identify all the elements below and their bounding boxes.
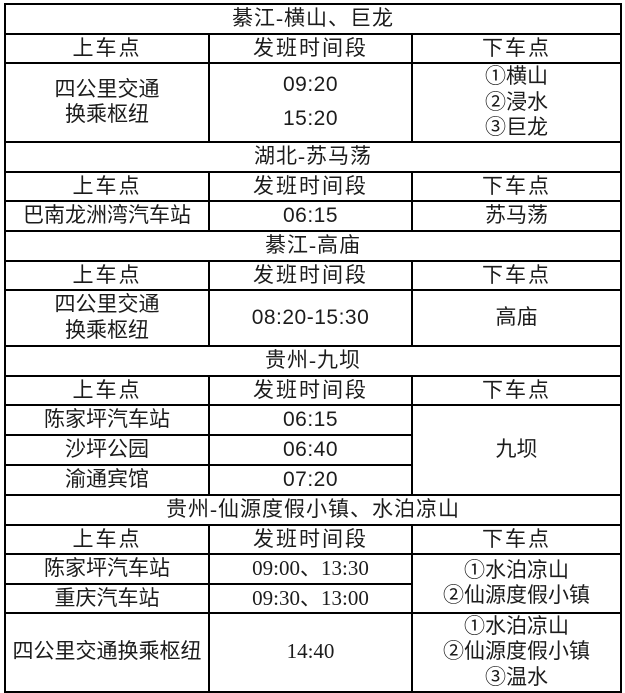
dropoff-cell: 高庙	[410, 288, 623, 347]
header-pickup: 上车点	[4, 33, 210, 64]
time-cell: 07:20	[208, 463, 413, 496]
pickup-cell: 重庆汽车站	[4, 582, 210, 614]
bus-schedule-table: 綦江-横山、巨龙 上车点 发班时间段 下车点 四公里交通 换乘枢纽 09:20 …	[3, 3, 623, 693]
header-time: 发班时间段	[208, 523, 413, 555]
header-dropoff: 下车点	[410, 523, 623, 555]
section-title: 贵州-九坝	[3, 344, 623, 377]
table-row: 四公里交通换乘枢纽 14:40 ①水泊凉山 ②仙源度假小镇 ③温水	[4, 611, 623, 693]
table-row: 巴南龙洲湾汽车站 06:15 苏马荡	[4, 199, 623, 232]
pickup-cell: 沙坪公园	[4, 433, 210, 466]
dropoff-cell-merged: ①水泊凉山 ②仙源度假小镇	[410, 552, 623, 614]
time-cell: 06:15	[208, 199, 413, 232]
dropoff-cell: 苏马荡	[410, 199, 623, 232]
section-title: 綦江-高庙	[3, 229, 623, 262]
header-time: 发班时间段	[208, 374, 413, 406]
header-pickup: 上车点	[4, 170, 210, 202]
time-cell: 09:30、13:00	[208, 582, 413, 614]
time-cell: 06:40	[208, 433, 413, 466]
pickup-cell: 四公里交通 换乘枢纽	[4, 288, 210, 347]
time-cell: 08:20-15:30	[208, 288, 413, 347]
header-time: 发班时间段	[208, 259, 413, 291]
time-cell: 14:40	[208, 611, 413, 693]
dropoff-cell-merged: 九坝	[410, 403, 623, 496]
header-dropoff: 下车点	[410, 33, 623, 64]
time-cell: 06:15	[208, 403, 413, 436]
dropoff-cell: ①横山 ②浸水 ③巨龙	[410, 62, 623, 143]
time-cell: 09:00、13:30	[208, 552, 413, 585]
header-pickup: 上车点	[4, 259, 210, 291]
table-row: 陈家坪汽车站 09:00、13:30 ①水泊凉山 ②仙源度假小镇	[4, 552, 623, 614]
section-title: 綦江-横山、巨龙	[3, 3, 623, 35]
table-row: 沙坪公园 06:40	[4, 433, 621, 466]
dropoff-cell: ①水泊凉山 ②仙源度假小镇 ③温水	[410, 611, 623, 693]
table-row: 四公里交通 换乘枢纽 08:20-15:30 高庙	[4, 288, 623, 347]
header-pickup: 上车点	[4, 523, 210, 555]
table-row: 重庆汽车站 09:30、13:00	[4, 582, 621, 614]
pickup-cell: 巴南龙洲湾汽车站	[4, 199, 210, 232]
pickup-cell: 四公里交通 换乘枢纽	[4, 62, 210, 143]
table-row: 陈家坪汽车站 06:15 九坝	[4, 403, 623, 496]
pickup-cell: 渝通宾馆	[4, 463, 210, 496]
header-dropoff: 下车点	[410, 259, 623, 291]
header-dropoff: 下车点	[410, 374, 623, 406]
table-row: 渝通宾馆 07:20	[4, 463, 621, 496]
schedule-sheet: 綦江-横山、巨龙 上车点 发班时间段 下车点 四公里交通 换乘枢纽 09:20 …	[3, 3, 623, 693]
header-time: 发班时间段	[208, 33, 413, 64]
header-time: 发班时间段	[208, 170, 413, 202]
time-cell: 09:20 15:20	[208, 62, 413, 143]
pickup-cell: 四公里交通换乘枢纽	[4, 611, 210, 693]
pickup-cell: 陈家坪汽车站	[4, 403, 210, 436]
table-row: 四公里交通 换乘枢纽 09:20 15:20 ①横山 ②浸水 ③巨龙	[4, 62, 623, 143]
header-pickup: 上车点	[4, 374, 210, 406]
section-title: 贵州-仙源度假小镇、水泊凉山	[3, 493, 623, 526]
header-dropoff: 下车点	[410, 170, 623, 202]
pickup-cell: 陈家坪汽车站	[4, 552, 210, 585]
section-title: 湖北-苏马荡	[3, 140, 623, 173]
